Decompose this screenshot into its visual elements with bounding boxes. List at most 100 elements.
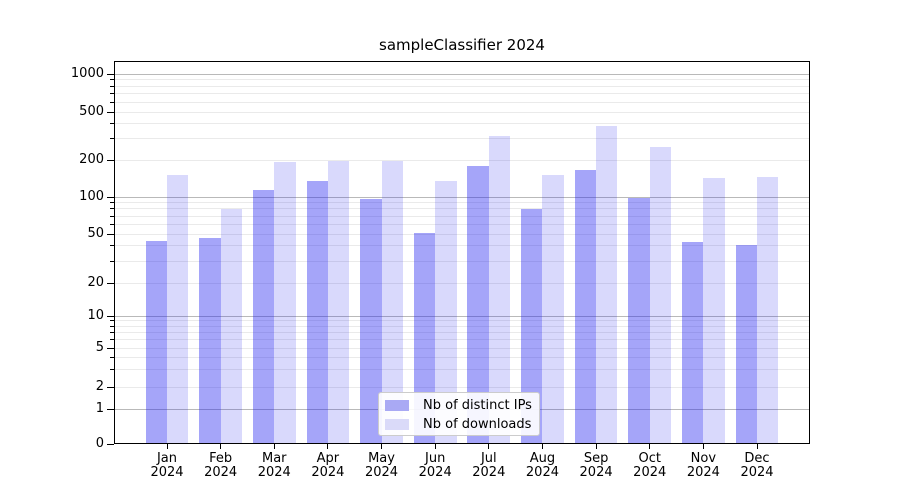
bar-distinct-ips (413, 232, 436, 444)
bar-downloads (596, 125, 618, 444)
bar-downloads (167, 175, 189, 444)
bar-downloads (757, 176, 779, 444)
minor-gridline (114, 79, 810, 81)
y-tick-mark (107, 443, 114, 445)
minor-gridline (114, 208, 810, 210)
y-minor-tick-mark (110, 215, 114, 217)
bar-downloads (220, 208, 243, 444)
minor-gridline (114, 356, 810, 358)
x-tick-label: Jul 2024 (472, 451, 506, 480)
x-tick-mark (273, 444, 275, 449)
y-minor-tick-mark (110, 331, 114, 333)
minor-gridline (114, 233, 810, 235)
bar-downloads (274, 161, 296, 444)
bar-downloads (327, 161, 350, 444)
y-minor-tick-mark (110, 85, 114, 87)
bar-distinct-ips (199, 238, 221, 444)
bar-distinct-ips (681, 242, 704, 444)
y-minor-tick-mark (110, 356, 114, 358)
minor-gridline (114, 101, 810, 103)
x-tick-label: Dec 2024 (740, 451, 774, 480)
x-tick-mark (756, 444, 758, 449)
bar-downloads (542, 175, 564, 444)
bar-distinct-ips (574, 169, 597, 444)
axes-border (114, 61, 810, 444)
y-tick-label: 1 (95, 401, 104, 416)
y-tick-mark (107, 159, 114, 161)
minor-gridline (114, 159, 810, 161)
y-minor-tick-mark (110, 202, 114, 204)
y-minor-tick-mark (110, 93, 114, 95)
major-gridline (114, 196, 810, 198)
x-tick-mark (434, 444, 436, 449)
x-tick-mark (488, 444, 490, 449)
minor-gridline (114, 215, 810, 217)
y-tick-mark (107, 386, 114, 388)
y-tick-mark (107, 315, 114, 317)
y-tick-mark (107, 196, 114, 198)
bar-distinct-ips (145, 240, 167, 444)
minor-gridline (114, 282, 810, 284)
y-tick-label: 10 (87, 308, 104, 323)
legend-entry-distinct-ips: Nb of distinct IPs (385, 396, 539, 415)
legend-label-downloads: Nb of downloads (423, 417, 532, 432)
y-tick-label: 2 (95, 379, 104, 394)
y-minor-tick-mark (110, 123, 114, 125)
y-minor-tick-mark (110, 208, 114, 210)
y-tick-label: 20 (87, 275, 104, 290)
minor-gridline (114, 320, 810, 322)
bar-distinct-ips (252, 189, 275, 444)
x-tick-label: Jun 2024 (418, 451, 452, 480)
x-tick-label: Feb 2024 (204, 451, 238, 480)
minor-gridline (114, 260, 810, 262)
minor-gridline (114, 347, 810, 349)
minor-gridline (114, 369, 810, 371)
y-tick-label: 1000 (70, 66, 104, 81)
bar-distinct-ips (306, 180, 328, 444)
x-tick-mark (166, 444, 168, 449)
y-tick-label: 50 (87, 226, 104, 241)
minor-gridline (114, 202, 810, 204)
bar-downloads (488, 136, 511, 444)
y-minor-tick-mark (110, 79, 114, 81)
x-tick-mark (541, 444, 543, 449)
minor-gridline (114, 223, 810, 225)
bar-distinct-ips (467, 166, 489, 444)
x-tick-mark (220, 444, 222, 449)
legend-label-distinct-ips: Nb of distinct IPs (423, 398, 532, 413)
chart-title: sampleClassifier 2024 (379, 36, 545, 54)
x-tick-label: May 2024 (364, 451, 399, 480)
bar-distinct-ips (360, 199, 382, 444)
x-tick-mark (327, 444, 329, 449)
y-tick-label: 100 (79, 189, 104, 204)
minor-gridline (114, 85, 810, 87)
legend-swatch-distinct-ips-icon (385, 400, 409, 411)
legend-entry-downloads: Nb of downloads (385, 415, 539, 434)
y-minor-tick-mark (110, 101, 114, 103)
y-minor-tick-mark (110, 339, 114, 341)
y-tick-mark (107, 111, 114, 113)
bar-distinct-ips (521, 208, 543, 444)
x-tick-mark (595, 444, 597, 449)
x-tick-label: Mar 2024 (257, 451, 291, 480)
bar-downloads (381, 160, 403, 444)
y-minor-tick-mark (110, 325, 114, 327)
x-tick-mark (381, 444, 383, 449)
y-minor-tick-mark (110, 138, 114, 140)
x-tick-label: Aug 2024 (525, 451, 559, 480)
minor-gridline (114, 111, 810, 113)
y-minor-tick-mark (110, 260, 114, 262)
legend-swatch-downloads-icon (385, 419, 409, 430)
minor-gridline (114, 331, 810, 333)
y-tick-mark (107, 233, 114, 235)
minor-gridline (114, 123, 810, 125)
x-tick-label: Nov 2024 (686, 451, 720, 480)
legend: Nb of distinct IPs Nb of downloads (378, 392, 540, 436)
x-tick-label: Apr 2024 (311, 451, 345, 480)
y-tick-label: 5 (95, 340, 104, 355)
y-tick-label: 200 (79, 152, 104, 167)
y-tick-mark (107, 73, 114, 75)
bar-distinct-ips (628, 198, 650, 444)
